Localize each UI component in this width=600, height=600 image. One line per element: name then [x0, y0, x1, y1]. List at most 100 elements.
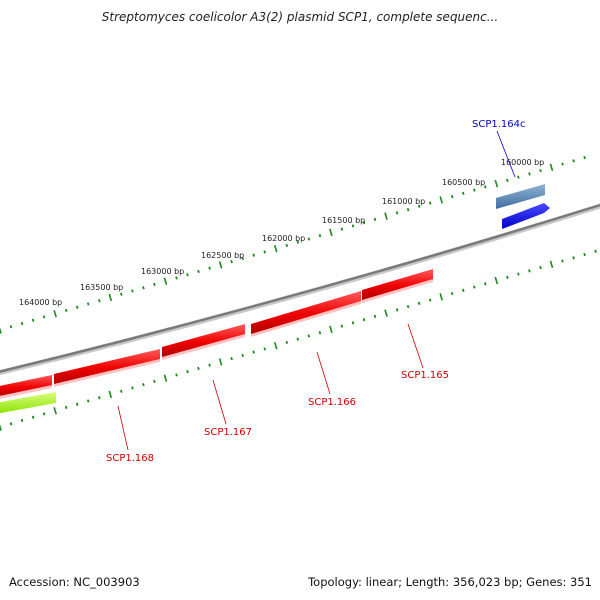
ruler-upper-tick: [462, 191, 465, 195]
ruler-lower-tick: [528, 269, 531, 273]
ruler-lower-tick: [241, 353, 244, 358]
ruler-lower-tick: [517, 272, 520, 276]
ruler-lower-tick: [64, 405, 68, 410]
ruler-upper-tick: [241, 256, 244, 261]
ruler-upper-tick: [197, 269, 200, 274]
ruler-upper-tick: [384, 212, 388, 220]
ruler-upper-tick: [406, 208, 410, 212]
bp-label: 160500 bp: [442, 178, 485, 187]
ruler-lower-tick: [20, 418, 24, 423]
gene-feature-blue-arrow[interactable]: [502, 203, 550, 232]
connector-scp1-166: [316, 351, 331, 395]
ruler-lower-tick: [473, 285, 476, 289]
bp-label: 161000 bp: [382, 197, 425, 206]
ruler-lower-tick: [373, 314, 377, 318]
ruler-lower-tick: [186, 370, 189, 374]
ruler-lower-tick: [86, 399, 90, 403]
ruler-lower-tick: [285, 340, 289, 344]
ruler-lower-tick: [53, 407, 57, 415]
ruler-upper-tick: [561, 162, 564, 166]
ruler-lower-tick: [98, 396, 101, 400]
gene-feature-lime[interactable]: [0, 392, 56, 418]
ruler-lower-tick: [0, 424, 2, 431]
gene-label-scp1-164c[interactable]: SCP1.164c: [472, 119, 526, 130]
ruler-upper-tick: [517, 175, 520, 179]
ruler-upper-tick: [506, 178, 509, 182]
ruler-lower-tick: [594, 249, 597, 253]
accession-text: Accession: NC_003903: [9, 575, 140, 589]
ruler-lower-tick: [263, 347, 266, 351]
ruler-lower-tick: [351, 321, 355, 325]
gene-feature-scp1-167[interactable]: [162, 324, 245, 360]
ruler-lower-tick: [428, 298, 432, 302]
gene-feature-scp1-165[interactable]: [362, 269, 433, 303]
ruler-upper-tick: [108, 293, 113, 302]
gene-feature-scp1-168[interactable]: [54, 349, 160, 387]
bp-label: 162500 bp: [201, 251, 244, 260]
connector-scp1-168: [117, 405, 129, 451]
ruler-upper: 160000 bp 160500 bp 161000 bp 161500 bp 1620…: [0, 155, 586, 334]
ruler-lower-tick: [31, 415, 35, 419]
ruler-upper-tick: [186, 273, 189, 277]
ruler-upper-tick: [208, 266, 211, 270]
gene-label-scp1-166[interactable]: SCP1.166: [308, 397, 356, 408]
ruler-lower-tick: [208, 363, 211, 367]
gene-feature-scp1-164c[interactable]: [496, 184, 545, 212]
ruler-upper-tick: [572, 159, 575, 163]
bp-label: 160000 bp: [501, 158, 544, 167]
ruler-lower-tick: [296, 337, 300, 341]
gene-label-scp1-168[interactable]: SCP1.168: [106, 453, 154, 464]
gene-feature-edge-left[interactable]: [0, 375, 52, 401]
ruler-lower-tick: [131, 386, 134, 390]
ruler-lower-tick: [340, 324, 344, 328]
gene-features: [0, 184, 550, 418]
ruler-lower-tick: [494, 276, 499, 285]
ruler-lower-tick: [506, 275, 509, 279]
ruler-upper-tick: [428, 201, 432, 205]
ruler-upper-tick: [296, 240, 300, 244]
ruler-upper-tick: [75, 305, 79, 309]
connector-scp1-164c: [496, 130, 516, 178]
ruler-upper-tick: [439, 196, 443, 204]
ruler-upper-tick: [549, 163, 554, 172]
ruler-upper-tick: [153, 282, 156, 287]
gene-label-scp1-165[interactable]: SCP1.165: [401, 370, 449, 381]
ruler-lower-tick: [417, 301, 421, 305]
connector-scp1-167: [212, 379, 227, 425]
ruler-lower-tick: [439, 293, 443, 301]
ruler-lower-tick: [384, 309, 388, 317]
topology-info-text: Topology: linear; Length: 356,023 bp; Ge…: [308, 575, 592, 589]
ruler-upper-tick: [473, 188, 476, 192]
ruler-upper-tick: [20, 321, 24, 326]
ruler-upper-tick: [273, 244, 278, 253]
bp-label: 162000 bp: [262, 234, 305, 243]
ruler-upper-tick: [340, 227, 344, 231]
ruler-lower-tick: [108, 390, 113, 399]
ruler-upper-tick: [252, 253, 255, 257]
ruler-upper-tick: [263, 250, 266, 254]
ruler-upper-tick: [417, 204, 421, 208]
ruler-upper-tick: [395, 211, 399, 215]
ruler-lower-tick: [175, 373, 178, 377]
ruler-upper-tick: [0, 327, 2, 334]
ruler-lower-tick: [462, 288, 465, 292]
ruler-lower-tick: [142, 383, 145, 387]
ruler-lower-tick: [395, 308, 399, 312]
ruler-lower: [0, 249, 597, 431]
ruler-lower-tick: [9, 422, 13, 426]
ruler-upper-tick: [484, 185, 487, 189]
bp-label: 164000 bp: [19, 298, 62, 307]
ruler-upper-tick: [329, 228, 333, 237]
ruler-lower-tick: [42, 412, 46, 416]
ruler-upper-tick: [31, 318, 35, 322]
ruler-upper-tick: [218, 261, 223, 269]
ruler-upper-tick: [98, 299, 101, 303]
ruler-lower-tick: [307, 334, 311, 338]
gene-label-scp1-167[interactable]: SCP1.167: [204, 427, 252, 438]
gene-feature-scp1-166[interactable]: [251, 291, 361, 337]
ruler-upper-tick: [131, 289, 134, 293]
ruler-upper-tick: [64, 308, 68, 313]
ruler-lower-tick: [273, 341, 278, 350]
